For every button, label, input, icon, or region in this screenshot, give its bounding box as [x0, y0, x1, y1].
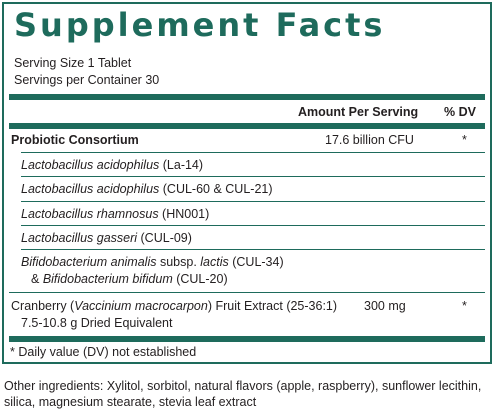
strain-species: Lactobacillus gasseri: [21, 231, 138, 245]
cranberry-amount: 300 mg: [364, 299, 406, 313]
supplement-facts-panel: Supplement Facts Serving Size 1 Tablet S…: [2, 2, 492, 364]
other-ingredients: Other ingredients: Xylitol, sorbitol, na…: [4, 379, 482, 409]
footnote: * Daily value (DV) not established: [10, 345, 197, 359]
amount-per-serving-header: Amount Per Serving: [298, 105, 419, 119]
cranberry-prefix: Cranberry (: [11, 299, 75, 313]
row-divider: [21, 225, 485, 226]
cranberry-name: Cranberry (Vaccinium macrocarpon) Fruit …: [11, 299, 337, 314]
panel-title: Supplement Facts: [14, 6, 386, 44]
strain-species: Bifidobacterium bifidum: [42, 272, 173, 286]
strain-code: (CUL-09): [137, 231, 192, 245]
strain-species: Lactobacillus acidophilus: [21, 182, 160, 196]
probiotic-amount: 17.6 billion CFU: [325, 133, 414, 147]
row-divider: [21, 201, 485, 202]
row-divider: [21, 152, 485, 153]
cranberry-latin-name: Vaccinium macrocarpon: [74, 299, 208, 313]
strain-row: Lactobacillus acidophilus (La-14): [21, 158, 203, 173]
row-divider: [9, 292, 485, 293]
strain-species: Lactobacillus acidophilus: [21, 158, 160, 172]
thick-divider: [9, 336, 485, 342]
probiotic-dv: *: [462, 133, 467, 147]
serving-size: Serving Size 1 Tablet: [14, 56, 132, 70]
strain-code: (HN001): [158, 207, 210, 221]
strain-row: Lactobacillus gasseri (CUL-09): [21, 231, 192, 246]
strain-text: subsp.: [156, 255, 201, 269]
cranberry-dv: *: [462, 299, 467, 313]
probiotic-name: Probiotic Consortium: [11, 133, 139, 147]
strain-row-continued: & Bifidobacterium bifidum (CUL-20): [31, 272, 228, 287]
strain-code: (CUL-60 & CUL-21): [159, 182, 273, 196]
row-divider: [21, 249, 485, 250]
strain-species: Lactobacillus rhamnosus: [21, 207, 159, 221]
thick-divider: [9, 123, 485, 129]
strain-text: &: [31, 272, 43, 286]
thick-divider: [9, 94, 485, 100]
strain-code: (CUL-34): [228, 255, 284, 269]
strain-code: (La-14): [159, 158, 204, 172]
strain-row: Lactobacillus rhamnosus (HN001): [21, 207, 209, 222]
strain-row: Lactobacillus acidophilus (CUL-60 & CUL-…: [21, 182, 273, 197]
cranberry-suffix: ) Fruit Extract (25-36:1): [207, 299, 338, 313]
row-divider: [21, 176, 485, 177]
strain-row: Bifidobacterium animalis subsp. lactis (…: [21, 255, 284, 270]
dv-header: % DV: [444, 105, 476, 119]
strain-species: Bifidobacterium animalis: [21, 255, 157, 269]
strain-subspecies: lactis: [200, 255, 229, 269]
servings-per-container: Servings per Container 30: [14, 73, 160, 87]
cranberry-equivalent: 7.5-10.8 g Dried Equivalent: [21, 316, 173, 330]
strain-code: (CUL-20): [172, 272, 228, 286]
